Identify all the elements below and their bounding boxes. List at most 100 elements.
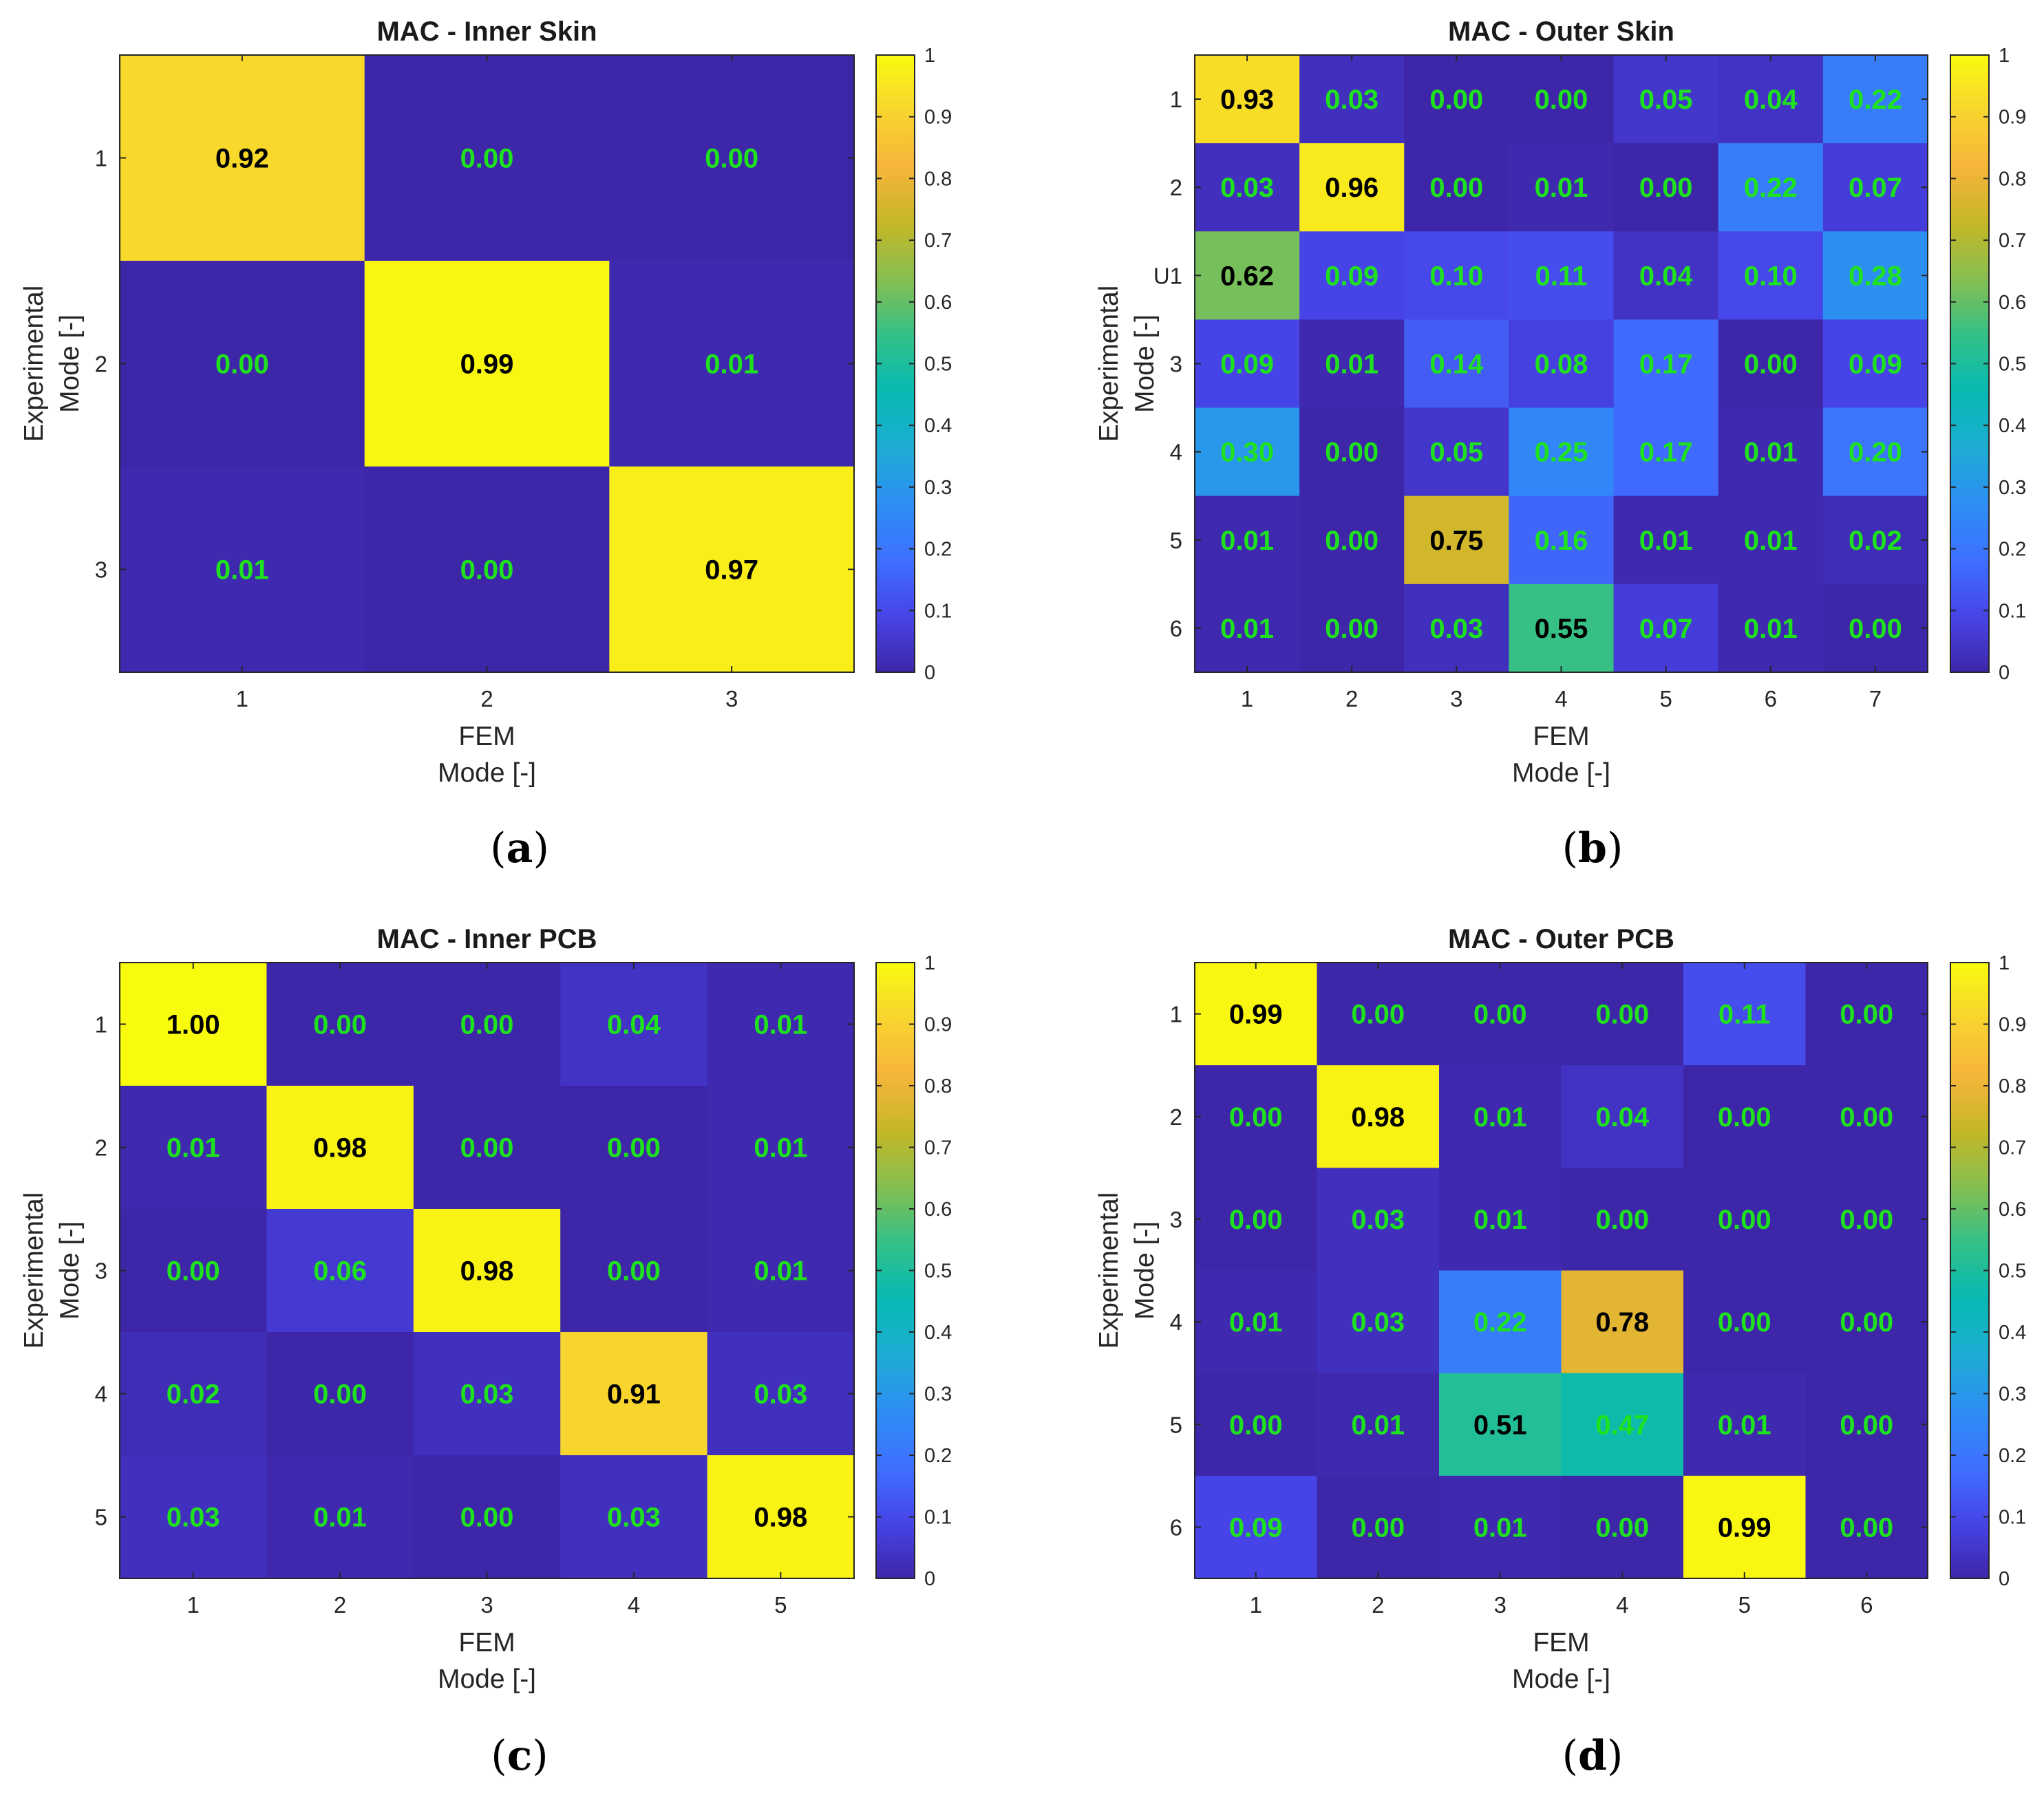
- cell-value-label: 0.97: [705, 555, 758, 586]
- heatmap-cell: [1404, 495, 1510, 585]
- cell-value-label: 0.55: [1535, 614, 1588, 644]
- x-tick-label: 2: [1345, 686, 1358, 711]
- heatmap-cell: [1509, 143, 1615, 232]
- cell-value-label: 0.91: [607, 1380, 661, 1410]
- heatmap-cell: [609, 55, 855, 261]
- heatmap-cell: [1439, 963, 1562, 1066]
- heatmap-cell: [1613, 143, 1719, 232]
- chart-title: MAC - Outer Skin: [1448, 17, 1674, 47]
- heatmap-cell: [1299, 583, 1405, 673]
- cell-value-label: 0.00: [705, 144, 758, 174]
- colorbar-tick-label: 0.2: [924, 1445, 952, 1467]
- cell-value-label: 0.00: [313, 1380, 367, 1410]
- heatmap-cell: [364, 261, 610, 467]
- cell-value-label: 0.30: [1220, 438, 1274, 468]
- x-axis-label: FEM: [1533, 722, 1589, 751]
- cell-value-label: 0.03: [1325, 85, 1378, 115]
- cell-value-label: 0.04: [1744, 85, 1798, 115]
- colorbar-tick-label: 1: [1999, 952, 2010, 974]
- heatmap-cell: [1718, 55, 1824, 144]
- cell-value-label: 0.00: [1351, 1000, 1405, 1030]
- colorbar-tick-label: 0.7: [1999, 230, 2026, 252]
- heatmap-cell: [266, 1209, 414, 1333]
- colorbar-tick-label: 0.5: [1999, 1261, 2026, 1283]
- y-tick-label: 4: [95, 1382, 107, 1407]
- heatmap-cell: [1822, 55, 1928, 144]
- y-tick-label: 5: [1170, 528, 1182, 553]
- colorbar-tick-label: 0.4: [1999, 415, 2026, 437]
- y-axis-label: Mode [-]: [1130, 314, 1160, 413]
- heatmap-cell: [560, 1086, 708, 1210]
- x-tick-label: 6: [1765, 686, 1777, 711]
- heatmap-cell: [1317, 1475, 1440, 1579]
- heatmap-cell: [609, 466, 855, 673]
- cell-value-label: 0.00: [1429, 173, 1483, 203]
- x-axis-label: FEM: [458, 722, 515, 751]
- y-tick-label: 3: [95, 557, 107, 583]
- cell-value-label: 0.01: [1744, 438, 1798, 468]
- cell-value-label: 0.00: [1325, 438, 1378, 468]
- colorbar-tick-label: 0.9: [924, 1014, 952, 1036]
- heatmap-cell: [1683, 1065, 1807, 1168]
- cell-value-label: 0.09: [1229, 1512, 1283, 1543]
- heatmap-cell: [1509, 231, 1615, 321]
- heatmap-cell: [1317, 963, 1440, 1066]
- colorbar-tick-label: 0: [924, 1568, 935, 1590]
- y-tick-label: 3: [1170, 352, 1182, 377]
- colorbar-tick-label: 0.1: [924, 600, 952, 622]
- cell-value-label: 0.03: [754, 1380, 807, 1410]
- cell-value-label: 0.00: [1351, 1512, 1405, 1543]
- x-tick-label: 5: [774, 1592, 787, 1618]
- colorbar-tick-label: 0.6: [924, 292, 952, 314]
- x-tick-label: 1: [1250, 1592, 1262, 1618]
- cell-value-label: 0.01: [1325, 350, 1378, 380]
- heatmap-cell: [1509, 55, 1615, 144]
- heatmap-cell: [1195, 1270, 1318, 1374]
- x-tick-label: 3: [1450, 686, 1462, 711]
- colorbar-tick-label: 0.1: [924, 1507, 952, 1529]
- cell-value-label: 0.00: [1718, 1307, 1771, 1338]
- heatmap-cell: [120, 466, 365, 673]
- heatmap-cell: [1317, 1373, 1440, 1477]
- x-tick-label: 7: [1869, 686, 1882, 711]
- panel-a: 0.92 0.00 0.000.00 0.99 0.010.01 0.00 0.971 2 31…: [19, 17, 952, 872]
- chart-title: MAC - Outer PCB: [1448, 924, 1674, 954]
- colorbar-tick-label: 1: [1999, 45, 2010, 67]
- heatmap-cell: [1805, 1475, 1928, 1579]
- cell-value-label: 0.10: [1744, 261, 1798, 291]
- y-tick-label: 6: [1170, 1514, 1182, 1540]
- cell-value-label: 0.78: [1595, 1307, 1649, 1338]
- x-tick-label: 2: [480, 686, 493, 711]
- colorbar: [875, 962, 915, 1579]
- cell-value-label: 0.98: [754, 1503, 807, 1533]
- heatmap-cell: [1805, 1270, 1928, 1374]
- colorbar-tick-label: 0.2: [1999, 1445, 2026, 1467]
- x-axis-label: FEM: [458, 1628, 515, 1658]
- y-tick-label: 3: [95, 1258, 107, 1284]
- heatmap-cell: [1561, 1065, 1684, 1168]
- heatmap-cell: [1613, 407, 1719, 497]
- cell-value-label: 0.10: [1429, 261, 1483, 291]
- heatmap-cell: [1299, 143, 1405, 232]
- cell-value-label: 0.22: [1849, 85, 1902, 115]
- heatmap-cell: [1404, 143, 1510, 232]
- heatmap-cell: [1439, 1065, 1562, 1168]
- colorbar-tick-label: 0.4: [924, 1322, 952, 1344]
- cell-value-label: 0.03: [1351, 1205, 1405, 1235]
- heatmap-cell: [1683, 1373, 1807, 1477]
- heatmap-cell: [413, 963, 561, 1086]
- heatmap-cell: [1299, 495, 1405, 585]
- cell-value-label: 0.00: [1229, 1205, 1283, 1235]
- heatmap-cell: [1683, 963, 1807, 1066]
- cell-value-label: 0.00: [1473, 1000, 1527, 1030]
- colorbar-tick-label: 0.9: [1999, 1014, 2026, 1036]
- cell-value-label: 0.01: [215, 555, 269, 586]
- cell-value-label: 0.00: [1718, 1205, 1771, 1235]
- y-tick-label: 1: [1170, 87, 1182, 112]
- heatmap-cell: [1439, 1168, 1562, 1272]
- colorbar-tick-label: 1: [924, 45, 935, 67]
- cell-value-label: 0.00: [1229, 1102, 1283, 1133]
- cell-value-label: 0.99: [460, 350, 514, 380]
- colorbar-tick-label: 0.8: [924, 168, 952, 190]
- y-tick-label: 4: [1170, 1309, 1182, 1335]
